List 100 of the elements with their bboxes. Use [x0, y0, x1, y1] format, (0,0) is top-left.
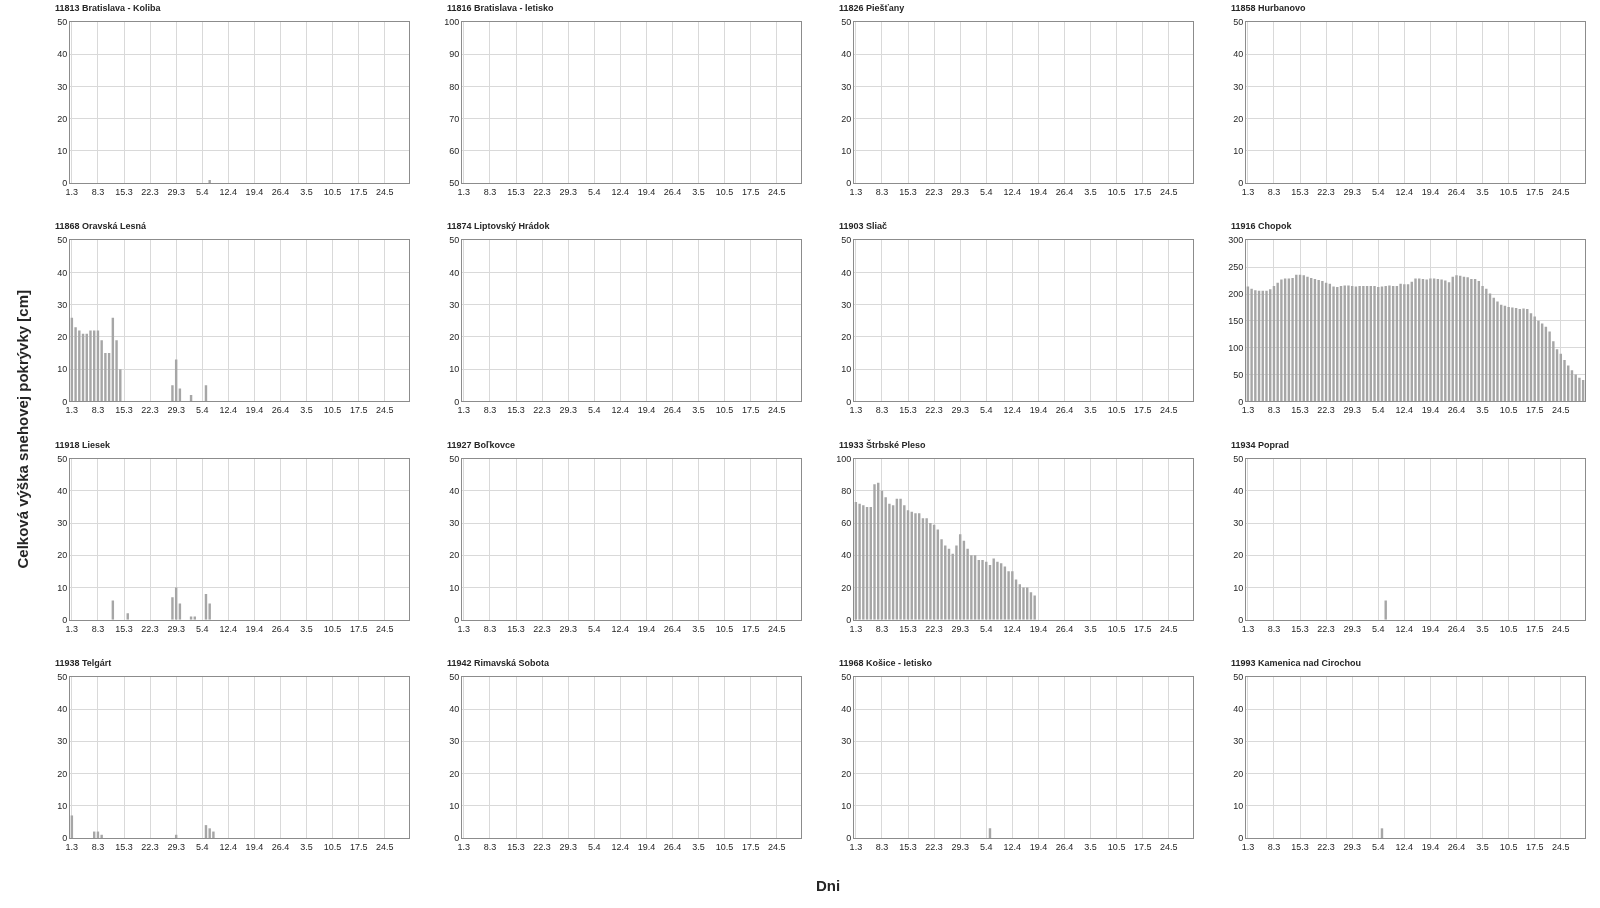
- bar: [1496, 301, 1499, 402]
- x-tick-label: 22.3: [925, 841, 943, 852]
- y-tick-label: 40: [841, 550, 852, 561]
- y-tick-label: 0: [1238, 614, 1244, 625]
- x-tick-label: 8.3: [875, 405, 889, 416]
- x-tick-label: 24.5: [376, 623, 394, 634]
- y-tick-label: 50: [1233, 671, 1244, 682]
- chart-title: 11938 Telgárt: [55, 658, 112, 668]
- y-tick-label: 50: [841, 17, 852, 28]
- x-tick-label: 1.3: [1241, 841, 1255, 852]
- y-tick-label: 50: [57, 17, 68, 28]
- y-tick-label: 10: [841, 800, 852, 811]
- x-tick-label: 3.5: [1476, 841, 1489, 852]
- x-tick-label: 19.4: [245, 623, 264, 634]
- bar: [1444, 280, 1447, 402]
- x-tick-label: 5.4: [1372, 841, 1385, 852]
- chart-title: 11993 Kamenica nad Cirochou: [1231, 658, 1362, 668]
- bar: [1362, 285, 1365, 402]
- x-tick-label: 3.5: [300, 186, 313, 197]
- chart-title: 11826 Piešťany: [839, 3, 905, 13]
- bar: [1414, 278, 1417, 402]
- y-tick-label: 10: [449, 364, 460, 375]
- x-tick-label: 15.3: [507, 623, 525, 634]
- y-tick-label: 0: [454, 833, 460, 844]
- x-tick-label: 5.4: [979, 186, 993, 197]
- y-tick-label: 0: [846, 833, 852, 844]
- bar: [1384, 285, 1387, 402]
- bar: [1425, 279, 1428, 402]
- x-tick-label: 15.3: [899, 405, 917, 416]
- x-tick-label: 10.5: [715, 623, 734, 634]
- x-tick-label: 26.4: [1055, 405, 1074, 416]
- x-tick-label: 1.3: [849, 186, 863, 197]
- y-tick-label: 20: [841, 332, 852, 343]
- x-tick-label: 12.4: [1003, 841, 1022, 852]
- y-tick-label: 0: [1238, 178, 1244, 189]
- x-tick-label: 8.3: [1267, 841, 1281, 852]
- bar: [100, 834, 103, 838]
- y-tick-label: 0: [1238, 833, 1244, 844]
- chart-title: 11874 Liptovský Hrádok: [447, 221, 551, 231]
- bar: [1007, 571, 1010, 620]
- x-tick-label: 17.5: [1133, 186, 1152, 197]
- y-tick-label: 10: [57, 146, 68, 157]
- x-tick-label: 8.3: [91, 623, 105, 634]
- x-tick-label: 22.3: [925, 623, 943, 634]
- x-tick-label: 15.3: [115, 841, 133, 852]
- x-tick-label: 29.3: [167, 405, 185, 416]
- bar: [1373, 285, 1376, 402]
- text: Dni: [816, 877, 841, 894]
- y-tick-label: 60: [841, 518, 852, 529]
- y-tick-label: 70: [449, 113, 460, 124]
- x-tick-label: 15.3: [899, 186, 917, 197]
- x-tick-label: 3.5: [1084, 623, 1097, 634]
- x-tick-label: 12.4: [1395, 623, 1414, 634]
- x-tick-label: 1.3: [1241, 405, 1255, 416]
- x-tick-label: 26.4: [271, 186, 290, 197]
- y-tick-label: 20: [449, 332, 460, 343]
- bar: [1265, 290, 1268, 402]
- chart-title: 11942 Rimavská Sobota: [447, 658, 551, 668]
- x-tick-label: 24.5: [768, 841, 786, 852]
- x-tick-label: 29.3: [559, 405, 577, 416]
- x-tick-label: 19.4: [245, 186, 264, 197]
- x-tick-label: 15.3: [899, 623, 917, 634]
- x-tick-label: 12.4: [611, 405, 630, 416]
- x-tick-label: 5.4: [195, 623, 209, 634]
- bar: [1511, 307, 1514, 402]
- x-tick-label: 5.4: [195, 841, 209, 852]
- y-tick-label: 40: [841, 704, 852, 715]
- text: Celková výška snehovej pokrývky [cm]: [13, 290, 31, 569]
- x-tick-label: 15.3: [1291, 623, 1309, 634]
- x-tick-label: 8.3: [91, 841, 105, 852]
- x-tick-label: 1.3: [849, 623, 863, 634]
- y-tick-label: 20: [1233, 113, 1244, 124]
- x-tick-label: 12.4: [1003, 405, 1022, 416]
- x-tick-label: 12.4: [1395, 186, 1414, 197]
- y-tick-label: 0: [454, 396, 460, 407]
- x-tick-label: 1.3: [457, 186, 471, 197]
- chart-title: 11858 Hurbanovo: [1231, 3, 1307, 13]
- bar: [1011, 571, 1014, 620]
- y-tick-label: 50: [1233, 453, 1244, 464]
- x-tick-label: 12.4: [219, 841, 238, 852]
- bar: [1317, 280, 1320, 402]
- y-tick-label: 10: [449, 582, 460, 593]
- x-tick-label: 5.4: [587, 405, 601, 416]
- bar: [1347, 285, 1350, 402]
- x-tick-label: 10.5: [1499, 623, 1518, 634]
- x-tick-label: 8.3: [875, 623, 889, 634]
- x-tick-label: 19.4: [637, 186, 656, 197]
- bar: [1022, 587, 1025, 620]
- y-tick-label: 50: [449, 235, 460, 246]
- y-tick-label: 40: [57, 267, 68, 278]
- y-tick-label: 40: [1233, 49, 1244, 60]
- x-tick-label: 19.4: [1421, 186, 1440, 197]
- x-tick-label: 26.4: [271, 841, 290, 852]
- y-tick-label: 10: [449, 800, 460, 811]
- x-tick-label: 15.3: [115, 405, 133, 416]
- y-tick-label: 40: [449, 485, 460, 496]
- bar: [78, 330, 81, 402]
- x-tick-label: 19.4: [245, 405, 264, 416]
- chart-title: 11968 Košice - letisko: [839, 658, 933, 668]
- y-tick-label: 40: [1233, 704, 1244, 715]
